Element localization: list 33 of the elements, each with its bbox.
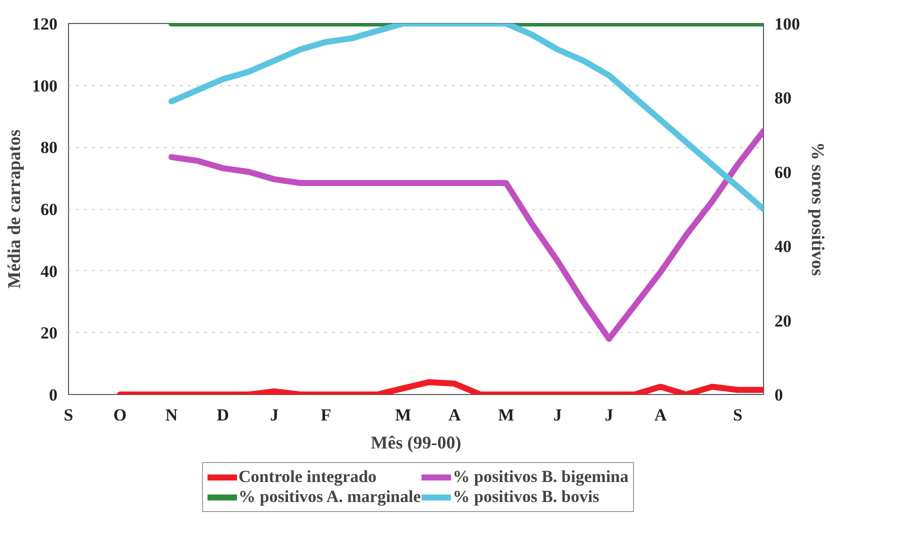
y-tick-label: 120 [32, 14, 58, 34]
y-tick-label: 20 [40, 324, 58, 343]
legend-label: Controle integrado [238, 467, 377, 487]
x-tick-label: A [448, 406, 462, 424]
y2-tick-label: 60 [774, 162, 792, 182]
y-tick-label: 0 [49, 386, 58, 404]
y2-tick-label: 20 [774, 311, 792, 330]
x-tick-label: J [604, 406, 614, 424]
y-tick-label: 80 [40, 138, 58, 158]
x-tick-label: F [320, 406, 332, 424]
x-tick-label: D [216, 406, 230, 424]
y-axis-title: Média de carrapatos [4, 130, 24, 288]
y2-axis-title: % soros positivos [808, 142, 828, 276]
x-tick-label: A [654, 406, 668, 424]
x-tick-label: M [395, 406, 412, 424]
legend-label: % positivos B. bovis [452, 487, 600, 507]
y2-tick-label: 80 [774, 88, 792, 108]
y2-tick-label: 0 [774, 386, 783, 404]
x-tick-label: N [165, 406, 178, 424]
x-tick-label: M [498, 406, 514, 424]
y-tick-label: 40 [40, 262, 58, 281]
legend-label: % positivos A. marginale [238, 487, 421, 507]
y2-tick-label: 100 [774, 14, 800, 34]
x-tick-label: S [64, 406, 74, 424]
x-tick-label: J [270, 406, 280, 424]
y-tick-label: 100 [32, 76, 58, 96]
x-tick-label: S [733, 406, 742, 424]
x-tick-label: J [553, 406, 562, 424]
y2-tick-label: 40 [774, 237, 792, 256]
x-axis-title: Mês (99-00) [370, 432, 462, 452]
x-tick-label: O [113, 406, 127, 424]
y-tick-label: 60 [40, 200, 58, 219]
legend-label: % positivos B. bigemina [452, 467, 628, 487]
